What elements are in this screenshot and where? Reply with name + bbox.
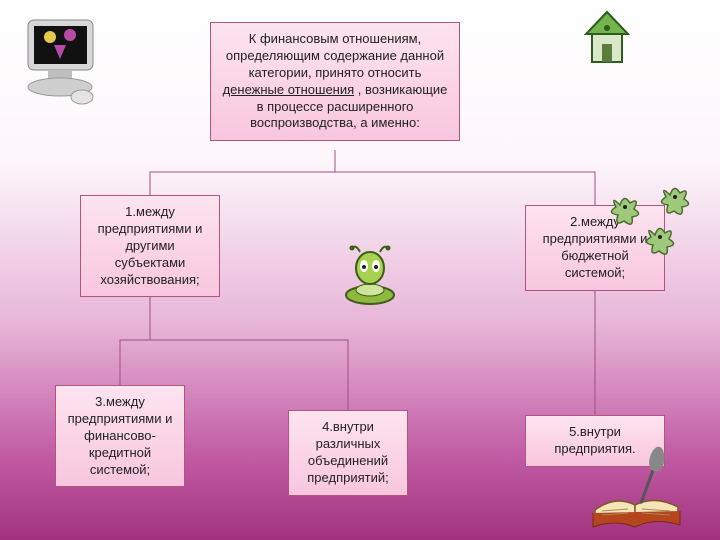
computer-icon — [20, 15, 110, 110]
node-4-label: 4.внутри различных объединений предприят… — [307, 419, 388, 485]
house-icon — [580, 10, 635, 70]
node-5-label: 5.внутри предприятия. — [554, 424, 635, 456]
root-text-before: К финансовым отношениям, определяющим со… — [226, 31, 444, 80]
node-1: 1.между предприятиями и другими субъекта… — [80, 195, 220, 297]
root-text-underlined: денежные отношения — [223, 82, 355, 97]
stars-icon — [600, 175, 710, 275]
node-4: 4.внутри различных объединений предприят… — [288, 410, 408, 496]
alien-icon — [340, 240, 400, 310]
node-1-label: 1.между предприятиями и другими субъекта… — [98, 204, 203, 287]
book-icon — [590, 465, 685, 530]
node-3: 3.между предприятиями и финансово-кредит… — [55, 385, 185, 487]
root-box: К финансовым отношениям, определяющим со… — [210, 22, 460, 141]
node-5: 5.внутри предприятия. — [525, 415, 665, 467]
node-3-label: 3.между предприятиями и финансово-кредит… — [68, 394, 173, 477]
